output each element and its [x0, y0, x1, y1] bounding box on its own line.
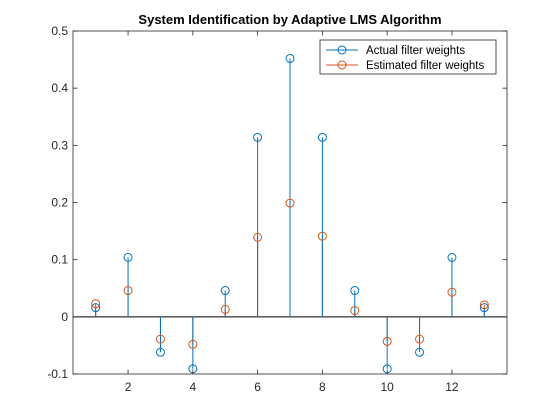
- stem-marker: [91, 303, 101, 313]
- x-tick-label: 4: [189, 380, 196, 394]
- stem-marker: [447, 252, 457, 262]
- stem-marker: [415, 347, 425, 357]
- legend-label-actual: Actual filter weights: [366, 45, 465, 57]
- legend-box: [319, 39, 497, 75]
- stem-marker: [123, 286, 133, 296]
- y-tick-label: -0.1: [47, 367, 68, 381]
- legend-entry-actual: Actual filter weights: [326, 45, 465, 57]
- stem-marker: [91, 299, 101, 309]
- x-tick-label: 6: [254, 380, 261, 394]
- legend-label-estimated: Estimated filter weights: [366, 60, 484, 72]
- stem-marker: [317, 132, 327, 142]
- stem-marker: [479, 300, 489, 310]
- legend-marker-actual: [337, 45, 347, 55]
- x-tick-label: 8: [319, 380, 326, 394]
- stem-marker: [415, 334, 425, 344]
- series-layer: [91, 53, 489, 374]
- y-tick-label: 0.2: [51, 196, 68, 210]
- stem-marker: [447, 287, 457, 297]
- stem-marker: [220, 304, 230, 314]
- stem-marker: [317, 231, 327, 241]
- stem-marker: [285, 53, 295, 63]
- stem-marker: [188, 339, 198, 349]
- stem-marker: [479, 303, 489, 313]
- stem-marker: [285, 198, 295, 208]
- stem-marker: [155, 334, 165, 344]
- markers-estimated: [91, 198, 489, 349]
- legend: Actual filter weights Estimated filter w…: [319, 39, 497, 75]
- x-tick-label: 10: [380, 380, 394, 394]
- stem-marker: [155, 347, 165, 357]
- x-tick-label: 2: [125, 380, 132, 394]
- stem-marker: [253, 132, 263, 142]
- y-tick-label: 0.5: [51, 24, 68, 38]
- tick-layer: 2 4 6 8 10 12 -0.1 0 0.1 0.2 0.3 0.4 0.5: [47, 24, 507, 394]
- stem-marker: [382, 336, 392, 346]
- stem-marker: [220, 286, 230, 296]
- legend-entry-estimated: Estimated filter weights: [326, 60, 484, 72]
- markers-actual: [91, 53, 489, 374]
- stem-marker: [123, 252, 133, 262]
- y-tick-label: 0.3: [51, 138, 68, 152]
- y-tick-label: 0: [61, 310, 68, 324]
- chart-title: System Identification by Adaptive LMS Al…: [138, 12, 441, 27]
- stem-marker: [350, 306, 360, 316]
- x-tick-label: 12: [445, 380, 459, 394]
- y-tick-label: 0.1: [51, 253, 68, 267]
- stem-marker: [253, 232, 263, 242]
- y-tick-label: 0.4: [51, 81, 68, 95]
- legend-marker-estimated: [337, 60, 347, 70]
- stem-marker: [350, 286, 360, 296]
